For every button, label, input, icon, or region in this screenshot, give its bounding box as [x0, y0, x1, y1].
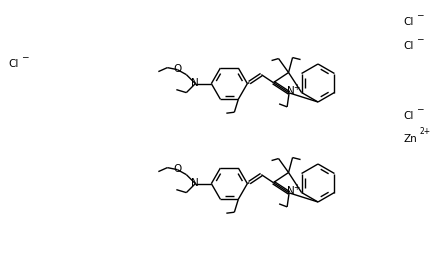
Text: O: O	[173, 164, 181, 174]
Text: +: +	[293, 183, 300, 192]
Text: 2+: 2+	[419, 127, 430, 136]
Text: Cl: Cl	[8, 59, 18, 69]
Text: Cl: Cl	[403, 17, 413, 27]
Text: Cl: Cl	[403, 111, 413, 121]
Text: −: −	[416, 34, 423, 43]
Text: −: −	[416, 10, 423, 19]
Text: N: N	[191, 78, 199, 88]
Text: −: −	[21, 52, 29, 61]
Text: Cl: Cl	[403, 41, 413, 51]
Text: N: N	[287, 186, 295, 196]
Text: N: N	[287, 86, 295, 96]
Text: +: +	[293, 83, 300, 92]
Text: O: O	[173, 64, 181, 74]
Text: −: −	[416, 104, 423, 113]
Text: N: N	[191, 178, 199, 188]
Text: Zn: Zn	[403, 134, 417, 144]
